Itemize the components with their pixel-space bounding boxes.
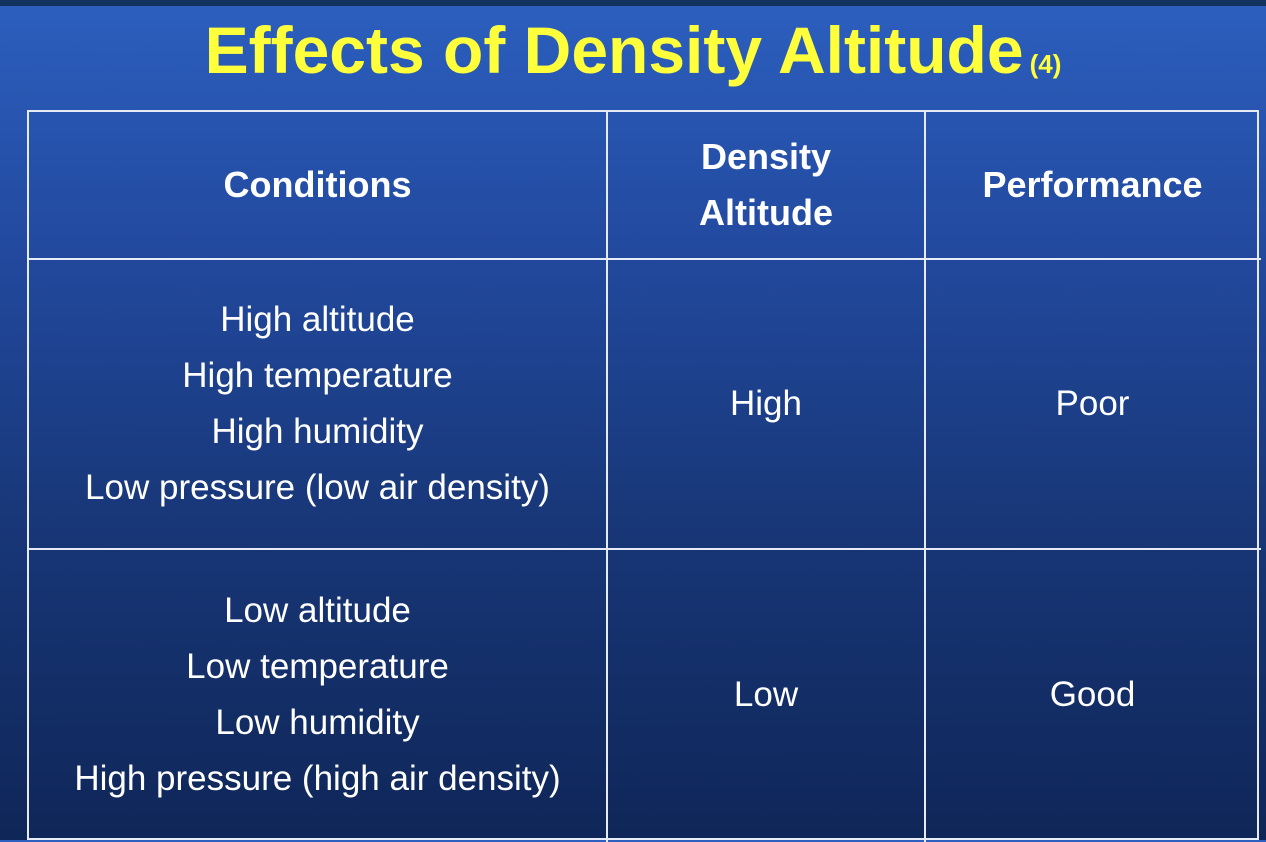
header-conditions: Conditions <box>29 112 606 258</box>
row-divider <box>29 548 1261 550</box>
header-density-altitude-line1: Density <box>700 136 832 177</box>
row-low-performance: Good <box>926 550 1259 840</box>
row-high-conditions: High altitude High temperature High humi… <box>29 260 606 548</box>
header-performance: Performance <box>926 112 1259 258</box>
condition-item: High altitude <box>220 300 415 339</box>
performance-value: Good <box>1049 675 1136 714</box>
row-high-performance: Poor <box>926 260 1259 548</box>
slide-title: Effects of Density Altitude (4) <box>0 10 1266 104</box>
density-altitude-value: High <box>730 384 802 423</box>
row-divider <box>29 258 1261 260</box>
condition-item: High pressure (high air density) <box>74 759 561 798</box>
row-low-density-altitude: Low <box>608 550 924 840</box>
row-low-conditions: Low altitude Low temperature Low humidit… <box>29 550 606 840</box>
condition-item: Low temperature <box>186 647 449 686</box>
density-altitude-value: Low <box>733 675 799 714</box>
column-divider <box>924 112 926 842</box>
header-density-altitude: Density Altitude <box>608 112 924 258</box>
density-altitude-table: Conditions Density Altitude Performance … <box>27 110 1261 842</box>
slide-title-text: Effects of Density Altitude <box>204 13 1024 87</box>
condition-item: High temperature <box>182 356 453 395</box>
column-divider <box>606 112 608 842</box>
header-conditions-label: Conditions <box>223 164 412 205</box>
performance-value: Poor <box>1055 384 1130 423</box>
condition-item: High humidity <box>211 412 424 451</box>
condition-item: Low pressure (low air density) <box>85 468 550 507</box>
slide-title-note: (4) <box>1029 49 1062 79</box>
header-density-altitude-line2: Altitude <box>699 192 833 233</box>
top-strip <box>0 0 1266 6</box>
condition-item: Low humidity <box>215 703 420 742</box>
row-high-density-altitude: High <box>608 260 924 548</box>
condition-item: Low altitude <box>224 591 411 630</box>
header-performance-label: Performance <box>982 164 1203 205</box>
